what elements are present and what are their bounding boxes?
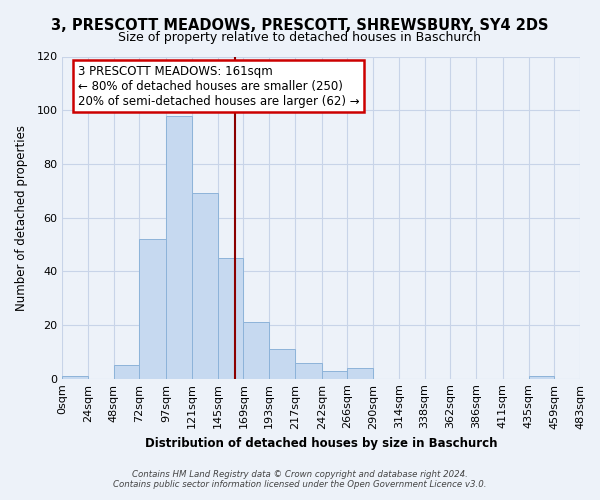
Bar (347, 368, 373, 378)
Bar (192, 194, 218, 378)
Bar (218, 258, 244, 378)
Text: 3, PRESCOTT MEADOWS, PRESCOTT, SHREWSBURY, SY4 2DS: 3, PRESCOTT MEADOWS, PRESCOTT, SHREWSBUR… (51, 18, 549, 32)
Bar (166, 116, 192, 378)
Text: Size of property relative to detached houses in Baschurch: Size of property relative to detached ho… (119, 31, 482, 44)
Y-axis label: Number of detached properties: Number of detached properties (15, 124, 28, 310)
Bar (139, 239, 166, 378)
X-axis label: Distribution of detached houses by size in Baschurch: Distribution of detached houses by size … (145, 437, 497, 450)
Bar (295, 362, 322, 378)
Bar (529, 376, 554, 378)
Bar (322, 370, 347, 378)
Text: Contains HM Land Registry data © Crown copyright and database right 2024.
Contai: Contains HM Land Registry data © Crown c… (113, 470, 487, 489)
Text: 3 PRESCOTT MEADOWS: 161sqm
← 80% of detached houses are smaller (250)
20% of sem: 3 PRESCOTT MEADOWS: 161sqm ← 80% of deta… (78, 64, 359, 108)
Bar (269, 349, 295, 378)
Bar (244, 322, 269, 378)
Bar (114, 366, 139, 378)
Bar (62, 376, 88, 378)
